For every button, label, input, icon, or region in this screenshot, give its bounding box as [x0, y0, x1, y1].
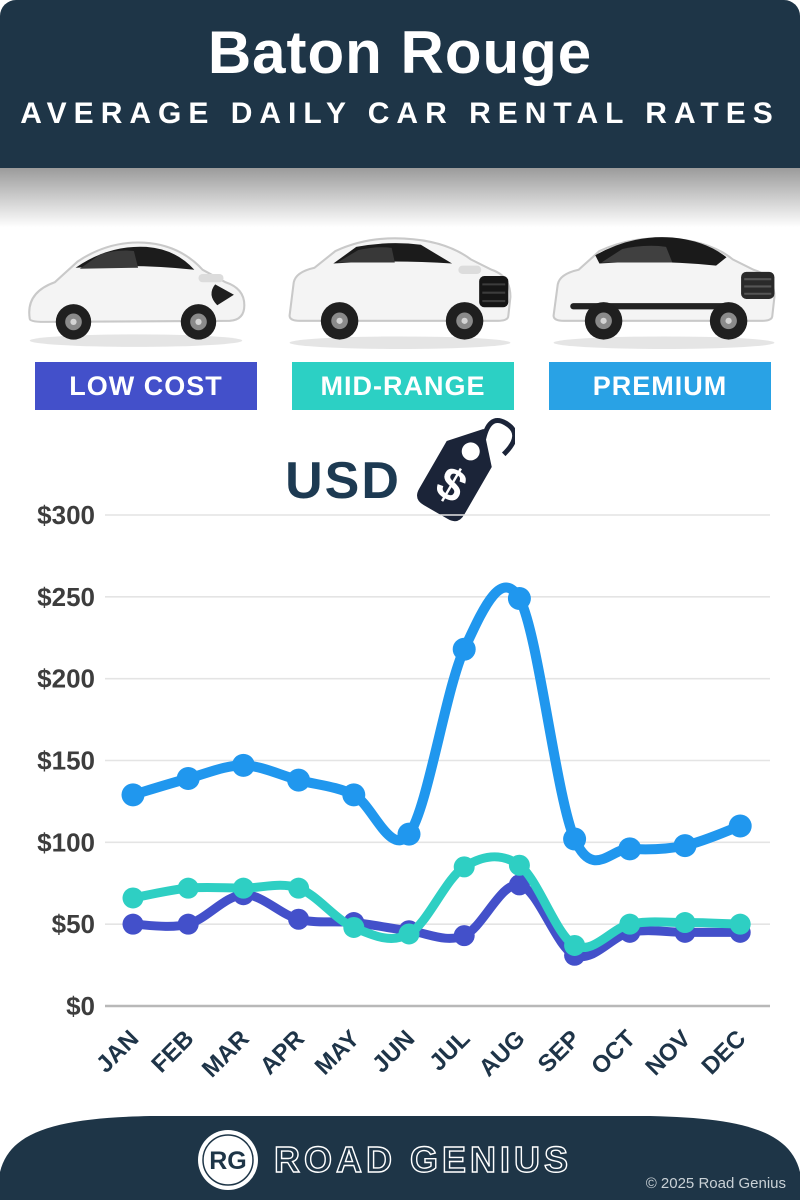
x-axis-tick-label: MAR [197, 1025, 255, 1083]
data-point-premium [397, 822, 421, 846]
data-point-low cost [177, 913, 199, 935]
banner-low-cost: LOW COST [35, 362, 257, 410]
y-axis-tick-label: $250 [37, 582, 95, 612]
page-title: Baton Rouge [207, 19, 593, 86]
x-axis-tick-label: AUG [474, 1025, 531, 1082]
logo-initials: RG [209, 1147, 247, 1175]
data-point-premium [507, 586, 531, 610]
data-point-premium [452, 637, 476, 661]
data-point-mid-range [288, 877, 310, 899]
data-point-mid-range [619, 913, 641, 935]
data-point-low cost [453, 925, 475, 947]
data-point-mid-range [343, 916, 365, 938]
y-axis-tick-label: $200 [37, 664, 95, 694]
data-point-premium [563, 827, 587, 851]
currency-label: USD [285, 452, 401, 510]
footer-arch [0, 1116, 800, 1200]
data-point-premium [728, 814, 752, 838]
data-point-premium [618, 837, 642, 861]
header-shadow-gradient [0, 168, 800, 238]
data-point-premium [673, 834, 697, 858]
x-axis-tick-label: FEB [146, 1025, 199, 1078]
data-point-mid-range [398, 923, 420, 945]
banner-mid-range-label: MID-RANGE [320, 370, 486, 401]
data-point-mid-range [177, 877, 199, 899]
data-point-premium [176, 767, 200, 791]
header: Baton Rouge AVERAGE DAILY CAR RENTAL RAT… [0, 0, 800, 168]
data-point-mid-range [564, 934, 586, 956]
car-image-low-cost [8, 205, 264, 360]
x-axis-tick-label: JUL [424, 1025, 475, 1076]
copyright-text: © 2025 Road Genius [645, 1175, 786, 1192]
brand-wordmark: ROAD GENIUS [274, 1138, 572, 1180]
x-axis-tick-label: NOV [640, 1025, 696, 1081]
y-axis-tick-label: $100 [37, 827, 95, 857]
y-axis-tick-label: $150 [37, 746, 95, 776]
car-tier-row [0, 205, 800, 360]
x-axis-tick-label: JUN [367, 1025, 420, 1078]
data-point-premium [342, 783, 366, 807]
currency-row: USD $ [0, 408, 800, 528]
y-axis-tick-label: $50 [52, 909, 95, 939]
data-point-low cost [508, 874, 530, 896]
luxury-suv-car-icon [552, 237, 776, 349]
category-banner-row: LOW COST MID-RANGE PREMIUM [0, 362, 800, 410]
x-axis-tick-label: MAY [310, 1025, 365, 1080]
data-point-low cost [288, 908, 310, 930]
road-genius-logo-icon: RG [198, 1130, 258, 1190]
banner-premium-label: PREMIUM [592, 370, 728, 401]
data-point-mid-range [508, 854, 530, 876]
series-line-premium [128, 582, 746, 866]
data-point-mid-range [674, 912, 696, 934]
suv-car-icon [288, 237, 512, 349]
y-axis-tick-label: $300 [37, 500, 95, 530]
brand-name: ROAD GENIUS [274, 1139, 572, 1180]
data-point-premium [121, 783, 145, 807]
data-point-premium [231, 753, 255, 777]
page-subtitle: AVERAGE DAILY CAR RENTAL RATES [20, 97, 780, 130]
car-image-premium [536, 205, 792, 360]
data-point-mid-range [232, 877, 254, 899]
data-point-mid-range [729, 913, 751, 935]
x-axis-tick-label: JAN [91, 1025, 144, 1078]
footer: RG ROAD GENIUS [0, 1120, 800, 1200]
x-axis-tick-label: APR [255, 1025, 310, 1080]
x-axis-tick-label: SEP [533, 1025, 586, 1078]
data-point-premium [287, 768, 311, 792]
data-point-low cost [122, 913, 144, 935]
y-axis-tick-label: $0 [66, 991, 95, 1021]
x-axis-tick-label: OCT [586, 1025, 641, 1080]
banner-premium: PREMIUM [549, 362, 771, 410]
data-point-mid-range [453, 856, 475, 878]
hatchback-car-icon [28, 241, 246, 347]
banner-low-cost-label: LOW COST [69, 370, 223, 401]
x-axis-tick-label: DEC [697, 1025, 752, 1080]
data-point-mid-range [122, 887, 144, 909]
car-image-mid-range [272, 205, 528, 360]
price-tag-dollar-icon: $ [416, 417, 515, 521]
banner-mid-range: MID-RANGE [292, 362, 514, 410]
